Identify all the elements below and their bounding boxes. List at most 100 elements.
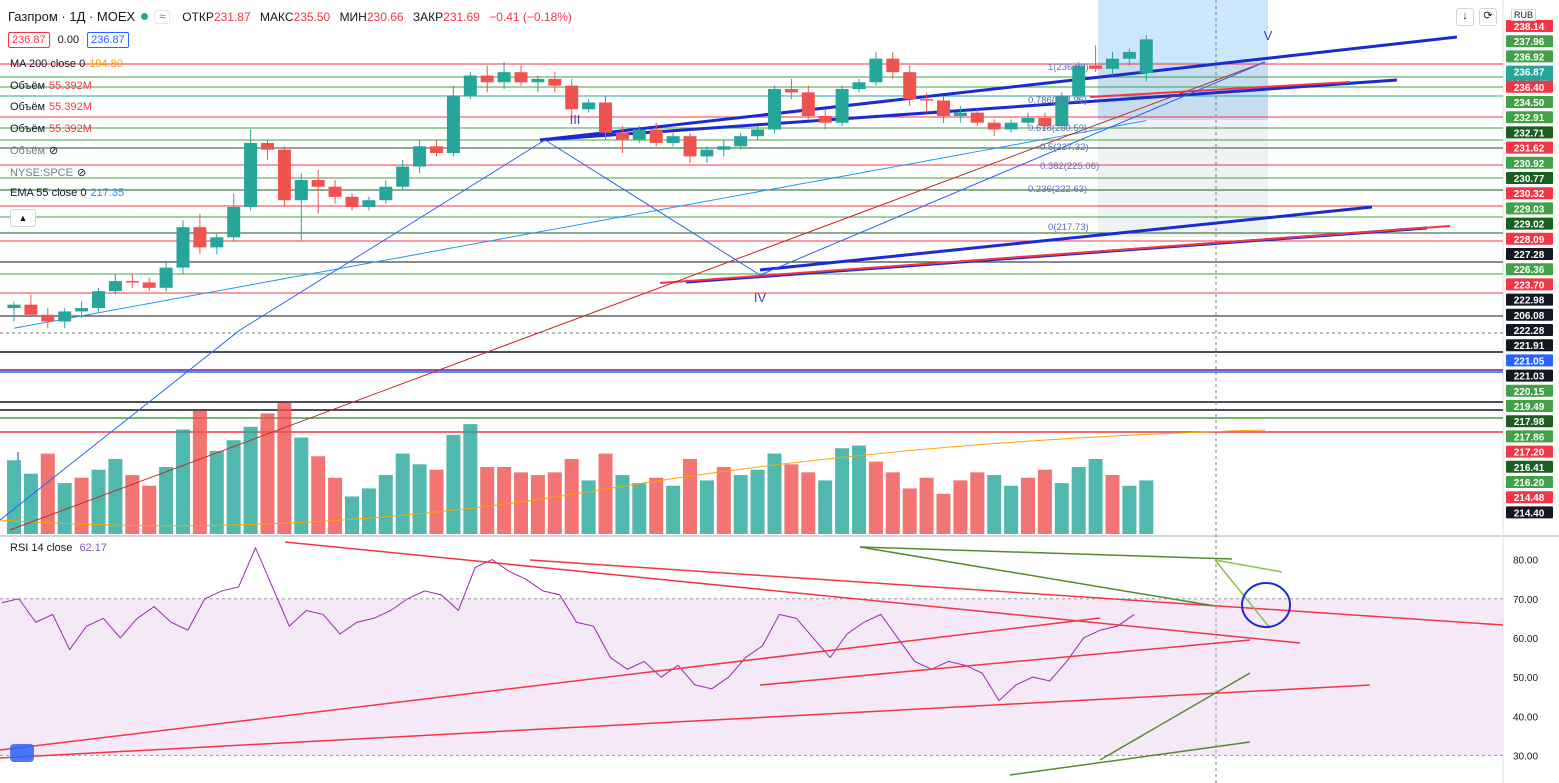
candle-body bbox=[1122, 51, 1136, 59]
indicator-name: Объём bbox=[10, 145, 46, 157]
volume-bar bbox=[125, 475, 140, 534]
volume-bar bbox=[429, 469, 444, 534]
indicator-row[interactable]: Объём 55.392M bbox=[10, 101, 92, 113]
fib-level-label: 0.236(222.63) bbox=[1028, 184, 1087, 195]
trend-line bbox=[9, 61, 1266, 531]
volume-bar bbox=[378, 475, 393, 534]
volume-bar bbox=[784, 464, 799, 534]
price-axis-tag bbox=[1506, 20, 1553, 32]
candle-body bbox=[666, 136, 680, 143]
volume-bar bbox=[716, 467, 731, 534]
volume-bar bbox=[176, 429, 190, 534]
indicator-name: NYSE:SPCE bbox=[10, 166, 73, 179]
candle-body bbox=[599, 102, 612, 133]
trend-line bbox=[659, 225, 1451, 284]
price-axis-tag bbox=[1506, 491, 1553, 504]
candle-body bbox=[920, 99, 934, 101]
scroll-down-icon[interactable]: ↓ bbox=[1456, 8, 1474, 26]
wave-line bbox=[544, 139, 761, 276]
indicator-row[interactable]: NYSE:SPCE ⊘ bbox=[10, 166, 86, 179]
hidden-eye-icon[interactable]: ⊘ bbox=[49, 145, 59, 157]
rsi-axis-label: 60.00 bbox=[1513, 634, 1538, 645]
indicator-value: 55.392M bbox=[49, 79, 92, 92]
price-axis-tag bbox=[1506, 96, 1553, 108]
sell-price-button[interactable]: 236.87 bbox=[8, 32, 50, 48]
price-axis-label: 216.20 bbox=[1514, 478, 1545, 489]
candle-body bbox=[497, 72, 511, 83]
volume-bar bbox=[463, 424, 478, 534]
trend-line bbox=[1089, 81, 1351, 98]
price-axis-label: 206.08 bbox=[1514, 311, 1545, 322]
indicator-row[interactable]: EMA 55 close 0 217.35 bbox=[10, 187, 124, 199]
candle-body bbox=[1089, 65, 1103, 69]
candle-body bbox=[1055, 95, 1069, 127]
indicator-name: Объём bbox=[10, 122, 46, 135]
collapse-legend-button[interactable]: ▲ bbox=[10, 209, 36, 227]
candle-body bbox=[142, 282, 156, 288]
price-axis-label: 217.86 bbox=[1514, 432, 1545, 443]
volume-bar bbox=[40, 453, 55, 534]
candle-body bbox=[1038, 118, 1052, 127]
price-axis-label: 236.40 bbox=[1514, 83, 1545, 94]
rsi-line bbox=[1, 546, 1135, 702]
indicator-name: EMA 55 close 0 bbox=[10, 187, 87, 199]
hidden-eye-icon[interactable]: ⊘ bbox=[76, 166, 87, 179]
price-axis-tag bbox=[1506, 384, 1553, 397]
candle-body bbox=[632, 129, 646, 140]
indicator-row[interactable]: Объём 55.392M bbox=[10, 80, 92, 92]
wave-line bbox=[239, 139, 546, 331]
price-axis-tag bbox=[1506, 445, 1553, 458]
volume-bar bbox=[699, 480, 714, 534]
volume-bar bbox=[294, 437, 309, 534]
indicator-row[interactable]: Объём ⊘ bbox=[10, 144, 58, 157]
price-axis-label: 226.36 bbox=[1514, 265, 1545, 276]
price-axis-tag bbox=[1506, 415, 1553, 428]
rsi-trend-line bbox=[0, 684, 1371, 759]
price-axis-label: 231.62 bbox=[1514, 144, 1545, 155]
currency-label[interactable]: RUB bbox=[1511, 9, 1537, 21]
price-axis-label: 229.03 bbox=[1514, 204, 1545, 215]
volume-bar bbox=[733, 475, 748, 534]
candle-body bbox=[1106, 58, 1119, 69]
price-axis-tag bbox=[1506, 476, 1553, 488]
tradingview-logo-icon[interactable] bbox=[10, 744, 34, 762]
candle-body bbox=[683, 136, 697, 157]
candle-body bbox=[1139, 39, 1153, 74]
price-axis-label: 237.96 bbox=[1514, 37, 1545, 48]
price-axis-label: 221.03 bbox=[1514, 372, 1545, 383]
price-axis-label: 230.32 bbox=[1514, 189, 1545, 200]
volume-bar bbox=[277, 402, 292, 534]
volume-bar bbox=[91, 469, 106, 534]
rsi-axis-label: 50.00 bbox=[1513, 673, 1538, 684]
candle-body bbox=[886, 58, 900, 73]
candle-body bbox=[446, 95, 460, 154]
volume-bar bbox=[953, 480, 968, 534]
price-axis-tag bbox=[1506, 172, 1553, 184]
candle-body bbox=[379, 186, 393, 201]
buy-price-button[interactable]: 236.87 bbox=[87, 32, 129, 48]
candle-body bbox=[92, 291, 105, 309]
price-axis-tag bbox=[1506, 506, 1553, 519]
price-axis-label: 222.98 bbox=[1514, 296, 1545, 307]
volume-bar bbox=[750, 469, 765, 534]
volume-bar bbox=[74, 477, 89, 534]
restore-icon[interactable]: ⟳ bbox=[1479, 8, 1497, 26]
symbol-title[interactable]: Газпром · 1Д · MOEX bbox=[8, 9, 136, 24]
price-axis-tag bbox=[1506, 324, 1553, 336]
indicator-value: 55.392M bbox=[49, 101, 92, 113]
price-axis-label: 214.48 bbox=[1514, 493, 1545, 504]
indicator-row[interactable]: MA 200 close 0 194.80 bbox=[10, 58, 123, 70]
candle-body bbox=[734, 136, 748, 147]
rsi-trend-line bbox=[1099, 672, 1251, 761]
elliott-wave-label: IV bbox=[754, 290, 767, 305]
price-axis-label: 217.20 bbox=[1514, 448, 1545, 459]
trade-price-boxes: 236.87 0.00 236.87 bbox=[8, 32, 129, 48]
compare-icon[interactable]: ≈ bbox=[154, 9, 171, 24]
indicator-row[interactable]: Объём 55.392M bbox=[10, 123, 92, 135]
volume-bar bbox=[260, 413, 275, 534]
price-axis-tag bbox=[1506, 156, 1553, 169]
volume-bar bbox=[683, 458, 697, 534]
volume-bar bbox=[361, 488, 376, 534]
candle-body bbox=[835, 89, 849, 123]
